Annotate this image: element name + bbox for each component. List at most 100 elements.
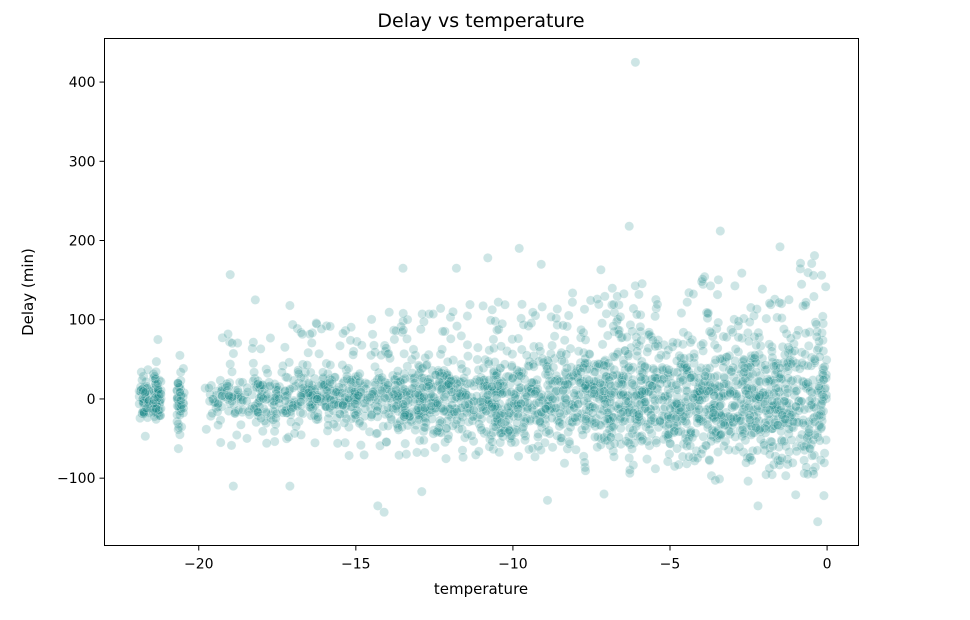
data-point: [500, 416, 511, 427]
data-point: [585, 295, 596, 306]
data-point: [479, 377, 490, 388]
data-point: [290, 397, 300, 407]
data-point: [400, 409, 411, 420]
data-point: [729, 401, 740, 412]
data-point: [172, 385, 182, 396]
data-point: [212, 401, 223, 412]
data-point: [625, 414, 636, 425]
data-point: [609, 412, 620, 423]
data-point: [469, 410, 479, 421]
data-point: [321, 391, 332, 402]
data-point: [753, 401, 764, 411]
data-point: [613, 403, 624, 414]
data-point: [345, 375, 355, 386]
x-tick-label: −15: [341, 557, 371, 573]
data-point: [354, 368, 365, 379]
data-point: [153, 386, 163, 397]
data-point: [305, 392, 316, 403]
data-point: [526, 388, 536, 399]
data-point: [783, 365, 793, 376]
data-point: [648, 393, 659, 404]
data-point: [329, 394, 340, 404]
data-point: [150, 374, 161, 385]
data-point: [576, 367, 586, 377]
data-point: [502, 427, 513, 438]
data-point: [536, 422, 547, 433]
data-point: [696, 340, 706, 351]
data-point: [380, 383, 391, 394]
data-point: [416, 408, 427, 419]
data-point: [683, 408, 694, 419]
data-point: [635, 309, 646, 320]
data-point: [151, 403, 161, 414]
data-point: [136, 384, 147, 395]
data-point: [479, 428, 490, 439]
data-point: [254, 382, 265, 393]
data-point: [782, 387, 793, 398]
data-point: [150, 373, 161, 384]
data-point: [743, 413, 754, 423]
data-point: [531, 398, 542, 408]
data-point: [730, 355, 740, 366]
data-point: [579, 396, 589, 407]
data-point: [471, 374, 482, 385]
data-point: [312, 391, 323, 402]
data-point: [740, 385, 751, 396]
data-point: [750, 357, 761, 367]
data-point: [444, 373, 455, 384]
data-point: [635, 399, 645, 410]
data-point: [620, 364, 631, 375]
data-point: [755, 434, 766, 445]
data-point: [550, 394, 560, 404]
data-point: [689, 376, 699, 387]
data-point: [319, 379, 330, 389]
data-point: [634, 411, 644, 421]
data-point: [226, 440, 237, 451]
data-point: [653, 340, 663, 351]
data-point: [514, 384, 524, 395]
data-point: [489, 370, 500, 381]
data-point: [604, 375, 615, 386]
data-point: [138, 398, 149, 409]
data-point: [247, 343, 258, 354]
data-point: [745, 361, 756, 372]
data-point: [708, 402, 719, 413]
data-point: [658, 404, 669, 415]
data-point: [530, 386, 540, 397]
data-point: [310, 437, 320, 448]
data-point: [816, 422, 827, 433]
data-point: [572, 363, 583, 374]
data-point: [595, 403, 606, 414]
data-point: [361, 390, 372, 401]
x-tick-label: −20: [184, 557, 214, 573]
data-point: [650, 375, 661, 386]
data-point: [589, 388, 600, 399]
data-point: [708, 426, 719, 436]
data-point: [203, 383, 214, 393]
data-point: [742, 376, 753, 387]
data-point: [818, 363, 828, 373]
data-point: [144, 395, 154, 406]
data-point: [764, 339, 775, 350]
data-point: [710, 354, 721, 365]
data-point: [735, 413, 745, 423]
data-point: [616, 412, 626, 423]
data-point: [700, 370, 710, 381]
data-point: [274, 398, 285, 409]
data-point: [538, 395, 549, 405]
data-point: [661, 350, 672, 361]
data-point: [155, 410, 166, 421]
data-point: [232, 338, 243, 348]
data-point: [461, 366, 472, 377]
data-point: [351, 394, 362, 405]
data-point: [712, 370, 723, 381]
data-point: [297, 379, 308, 390]
data-point: [531, 415, 542, 426]
data-point: [534, 417, 545, 428]
data-point: [413, 409, 424, 420]
data-point: [304, 379, 314, 390]
data-point: [634, 289, 644, 300]
data-point: [517, 299, 527, 310]
data-point: [533, 408, 544, 419]
